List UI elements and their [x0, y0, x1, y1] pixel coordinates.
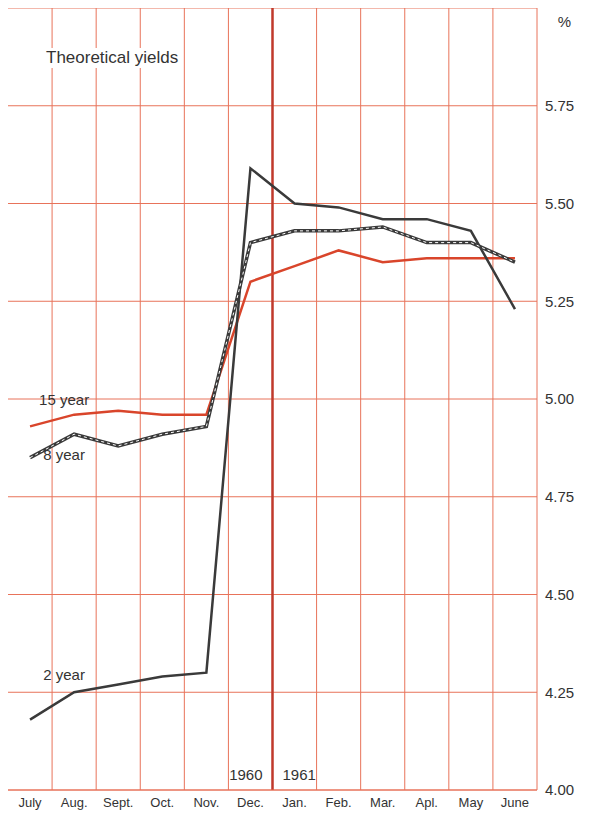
svg-text:Sept.: Sept. — [103, 795, 133, 810]
html-text:Theoretical yields: Theoretical yields — [46, 48, 179, 67]
svg-text:June: June — [501, 795, 529, 810]
svg-text:5.50: 5.50 — [545, 195, 574, 212]
svg-text:Feb.: Feb. — [326, 795, 352, 810]
svg-text:5.25: 5.25 — [545, 293, 574, 310]
svg-text:4.00: 4.00 — [545, 781, 574, 798]
svg-text:Aug.: Aug. — [61, 795, 88, 810]
svg-text:5.75: 5.75 — [545, 97, 574, 114]
svg-text:4.75: 4.75 — [545, 488, 574, 505]
svg-text:4.50: 4.50 — [545, 586, 574, 603]
svg-text:Jan.: Jan. — [282, 795, 307, 810]
svg-text:July: July — [18, 795, 42, 810]
svg-text:%: % — [558, 13, 571, 30]
svg-text:5.00: 5.00 — [545, 390, 574, 407]
svg-text:1961: 1961 — [283, 766, 316, 783]
svg-text:Nov.: Nov. — [193, 795, 219, 810]
svg-text:Apl.: Apl. — [416, 795, 438, 810]
svg-text:Mar.: Mar. — [370, 795, 395, 810]
svg-text:2 year: 2 year — [43, 666, 85, 683]
svg-text:1960: 1960 — [229, 766, 262, 783]
svg-text:8 year: 8 year — [43, 446, 85, 463]
svg-text:Dec.: Dec. — [237, 795, 264, 810]
svg-text:4.25: 4.25 — [545, 684, 574, 701]
svg-text:May: May — [459, 795, 484, 810]
svg-text:Oct.: Oct. — [150, 795, 174, 810]
svg-text:15 year: 15 year — [39, 391, 89, 408]
